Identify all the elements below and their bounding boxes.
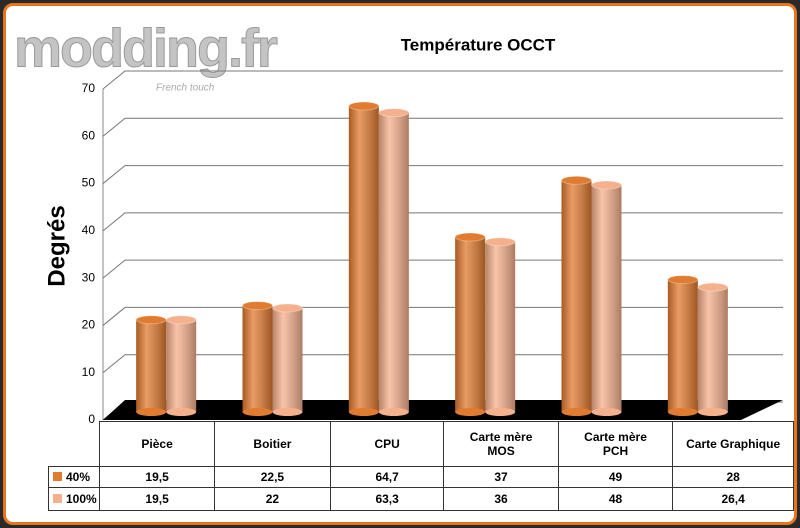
bar-part (485, 241, 516, 412)
bar-part (697, 282, 729, 292)
bar (697, 282, 729, 416)
data-label: 22,5 (213, 465, 331, 488)
bar (165, 315, 197, 416)
bar-part (454, 232, 486, 242)
table-row: 100% 19,5 22 63,3 36 48 26,4 (47, 486, 794, 511)
bar-part (272, 408, 303, 416)
bar-part (272, 307, 303, 412)
grid-line (102, 117, 783, 137)
bar-part (455, 408, 486, 416)
y-tick-label: 30 (82, 270, 96, 284)
y-tick-label: 70 (82, 81, 96, 95)
bar-part (561, 180, 592, 412)
frame: modding.fr French touch Température OCCT… (3, 3, 797, 525)
bar-part (591, 185, 622, 412)
bar-part (667, 279, 698, 412)
bar-part (136, 408, 167, 416)
bar-part (242, 301, 273, 311)
y-tick-label: 0 (88, 412, 95, 426)
y-tick-label: 10 (82, 365, 96, 379)
legend-item: 40% (47, 465, 101, 488)
bar-part (242, 408, 273, 416)
y-tick-label: 20 (82, 318, 96, 332)
legend-item: 100% (47, 486, 101, 511)
bar-part (697, 287, 728, 412)
bar-part (667, 275, 699, 285)
chart: modding.fr French touch Température OCCT… (14, 18, 783, 426)
bar-part (378, 112, 409, 412)
y-tick-label: 50 (82, 176, 96, 190)
bar-part (561, 408, 592, 416)
legend-swatch (53, 471, 62, 481)
x-tick-label: Boitier (213, 421, 331, 467)
x-tick-label: Pièce (99, 421, 215, 467)
data-label: 63,3 (329, 486, 445, 511)
x-tick-label: CPU (329, 421, 445, 467)
bar-part (136, 319, 167, 412)
grid-line (102, 212, 783, 232)
bar (272, 303, 303, 416)
watermark-tagline: French touch (156, 83, 215, 94)
grid-line (102, 70, 783, 90)
bar (348, 101, 380, 416)
chart-title: Température OCCT (401, 35, 556, 54)
table-corner (48, 421, 101, 466)
watermark: modding.fr (14, 18, 278, 78)
bar-part (378, 408, 409, 416)
bar (591, 180, 622, 416)
bar-part (348, 106, 379, 412)
bar (242, 301, 273, 416)
x-tick-label: Carte mère PCH (557, 421, 674, 467)
bar (135, 315, 167, 416)
legend-swatch (53, 493, 62, 503)
bar (561, 175, 592, 416)
grid-line (102, 165, 783, 184)
data-label: 37 (443, 465, 559, 488)
bar-part (697, 408, 728, 416)
data-label: 64,7 (329, 465, 445, 488)
data-label: 26,4 (672, 486, 794, 511)
data-label: 22 (213, 486, 331, 511)
legend-label: 40% (66, 469, 91, 484)
bar-part (166, 408, 197, 416)
bar-part (485, 408, 516, 416)
y-axis-label: Degrés (43, 205, 70, 286)
table-row: 40% 19,5 22,5 64,7 37 49 28 (47, 465, 794, 488)
bar-part (591, 408, 622, 416)
data-label: 28 (672, 465, 794, 488)
bar-part (272, 303, 303, 313)
data-label: 19,5 (99, 465, 215, 488)
bar (378, 108, 410, 416)
bar-part (378, 108, 410, 118)
y-tick-label: 40 (82, 223, 96, 237)
bar (454, 232, 486, 416)
bar-part (667, 408, 698, 416)
data-label: 36 (443, 486, 559, 511)
bar-part (166, 319, 197, 412)
bar-part (135, 315, 167, 325)
bar-part (242, 305, 273, 412)
data-label: 49 (557, 465, 674, 488)
bar-part (348, 408, 379, 416)
bar-part (561, 175, 592, 185)
legend-label: 100% (66, 491, 97, 506)
data-table: Pièce Boitier CPU Carte mère MOS Carte mère … (47, 421, 794, 511)
x-tick-label: Carte mère MOS (443, 421, 559, 467)
table-row: Pièce Boitier CPU Carte mère MOS Carte mère … (48, 421, 794, 467)
bar-part (165, 315, 197, 325)
y-tick-label: 60 (82, 128, 96, 142)
bar-part (455, 237, 486, 412)
bar-part (591, 180, 622, 190)
x-tick-label: Carte Graphique (672, 421, 794, 467)
bar (667, 275, 699, 416)
data-label: 19,5 (99, 486, 215, 511)
bar (484, 237, 516, 416)
data-label: 48 (557, 486, 674, 511)
bar-part (484, 237, 516, 247)
bar-part (348, 101, 380, 111)
